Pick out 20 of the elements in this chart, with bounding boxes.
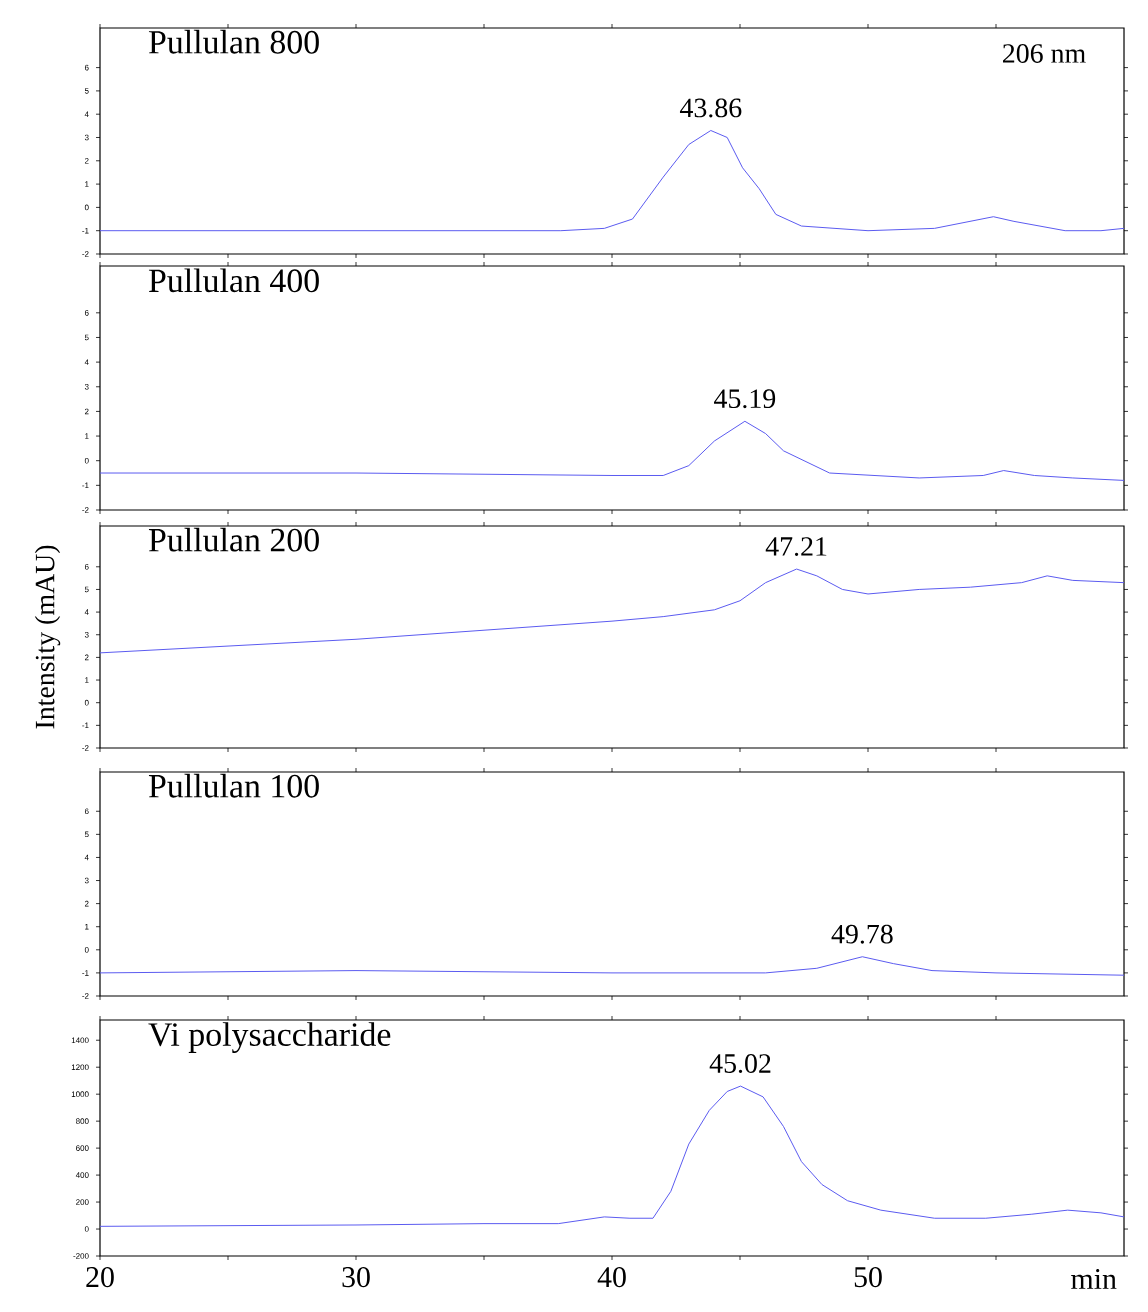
chart-title: Vi polysaccharide — [148, 1022, 391, 1053]
chart-title: Pullulan 800 — [148, 29, 319, 54]
annotation: 43.86 — [679, 98, 742, 118]
annotation: 47.21 — [765, 537, 827, 557]
annotation: 45.19 — [714, 389, 776, 409]
chart-title: Pullulan 100 — [148, 773, 319, 798]
annotation: 45.02 — [709, 1054, 771, 1074]
x-tick-label: 40 — [597, 1267, 626, 1288]
annotation: 49.78 — [831, 924, 893, 944]
x-tick-label: 50 — [854, 1267, 882, 1288]
chart-title: Pullulan 200 — [148, 527, 319, 552]
x-tick-label: 20 — [86, 1267, 114, 1288]
chart-title: Pullulan 400 — [148, 268, 319, 293]
line-series — [99, 1085, 1125, 1227]
x-tick-label: 30 — [342, 1267, 370, 1288]
line-series — [99, 956, 1125, 976]
x-axis-title: min — [1071, 1269, 1117, 1289]
line-series — [99, 420, 1125, 481]
y-axis-title: Intensity (mAU) — [34, 545, 61, 729]
annotation: 206 nm — [1003, 44, 1086, 63]
